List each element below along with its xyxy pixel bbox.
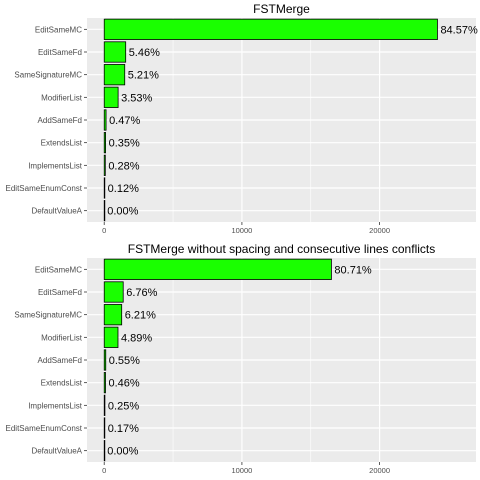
data-label: 0.17%	[108, 423, 139, 435]
chart-title: FSTMerge without spacing and consecutive…	[128, 242, 435, 256]
data-label: 3.53%	[121, 92, 152, 104]
bar	[103, 200, 106, 222]
bar	[103, 41, 127, 63]
data-label: 5.21%	[128, 70, 159, 82]
data-label: 0.47%	[109, 115, 140, 127]
y-tick-label: ExtendsList	[41, 379, 83, 388]
x-tick-label: 20000	[369, 466, 390, 475]
y-tick-label: DefaultValueA	[31, 447, 82, 456]
data-label: 5.46%	[129, 47, 160, 59]
bar	[103, 64, 126, 86]
bar	[103, 394, 106, 416]
data-label: 0.12%	[108, 183, 139, 195]
y-tick-label: EditSameMC	[35, 265, 82, 274]
y-tick-label: AddSameFd	[38, 116, 82, 125]
y-tick-label: DefaultValueA	[31, 207, 82, 216]
y-tick-label: EditSameFd	[38, 288, 82, 297]
bar	[103, 86, 119, 108]
data-label: 4.89%	[121, 332, 152, 344]
bar	[103, 258, 332, 280]
data-label: 6.76%	[126, 287, 157, 299]
bar	[103, 304, 123, 326]
y-tick-label: ImplementsList	[28, 401, 83, 410]
y-tick-label: EditSameEnumConst	[6, 424, 83, 433]
data-label: 0.25%	[108, 400, 139, 412]
chart-fstmerge-filtered: 80.71% EditSameMC 6.76% EditSameFd 6.21% Same…	[6, 242, 476, 475]
data-label: 6.21%	[125, 310, 156, 322]
bar	[103, 154, 106, 176]
data-label: 0.46%	[109, 378, 140, 390]
data-label: 0.55%	[109, 355, 140, 367]
y-tick-label: ExtendsList	[41, 139, 83, 148]
y-tick-label: AddSameFd	[38, 356, 82, 365]
bar	[103, 281, 124, 303]
x-tick-label: 10000	[231, 226, 252, 235]
x-tick-label: 0	[102, 466, 106, 475]
bar	[103, 109, 107, 131]
y-tick-label: EditSameEnumConst	[6, 184, 83, 193]
chart-title: FSTMerge	[253, 2, 310, 16]
data-label: 0.35%	[109, 138, 140, 150]
x-tick-label: 20000	[369, 226, 390, 235]
data-label: 80.71%	[334, 264, 372, 276]
x-tick-label: 10000	[231, 466, 252, 475]
bar	[103, 349, 107, 371]
bar	[103, 18, 438, 40]
bar	[103, 372, 106, 394]
data-label: 0.00%	[107, 446, 138, 458]
bar	[103, 132, 106, 154]
data-label: 84.57%	[440, 24, 478, 36]
y-tick-label: SameSignatureMC	[14, 311, 82, 320]
data-label: 0.28%	[108, 160, 139, 172]
y-tick-label: ModifierList	[41, 93, 83, 102]
y-tick-label: SameSignatureMC	[14, 71, 82, 80]
chart-fstmerge: 84.57% EditSameMC 5.46% EditSameFd 5.21% Same…	[6, 2, 478, 235]
y-tick-label: ImplementsList	[28, 161, 83, 170]
y-tick-label: ModifierList	[41, 333, 83, 342]
data-label: 0.00%	[107, 206, 138, 218]
y-tick-label: EditSameMC	[35, 25, 82, 34]
bar	[103, 326, 119, 348]
bar	[103, 417, 106, 439]
bar	[103, 177, 106, 199]
x-tick-label: 0	[102, 226, 106, 235]
bar	[103, 440, 106, 462]
y-tick-label: EditSameFd	[38, 48, 82, 57]
